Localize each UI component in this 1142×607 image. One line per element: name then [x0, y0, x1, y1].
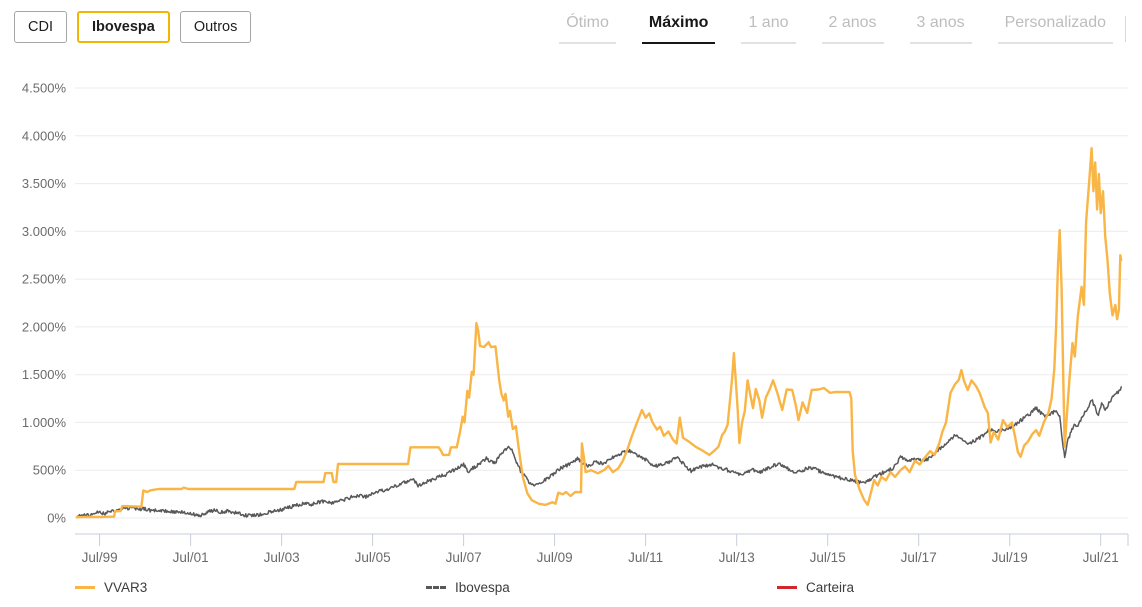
legend-label: Carteira [806, 580, 855, 595]
x-axis-label: Jul/03 [264, 550, 300, 565]
y-axis-label: 4.500% [22, 81, 67, 96]
performance-line-chart[interactable]: 0% 500% 1.000% 1.500% 2.000% 2.500% 3.000% 3.50… [0, 58, 1142, 570]
toolbar: CDI Ibovespa Outros Ótimo Máximo 1 ano 2 anos… [0, 0, 1142, 46]
x-axis-label: Jul/01 [173, 550, 209, 565]
tab-máximo[interactable]: Máximo [641, 14, 716, 44]
tab-overflow-divider [1125, 16, 1126, 42]
x-axis-label: Jul/05 [355, 550, 391, 565]
legend-label: VVAR3 [104, 580, 148, 595]
x-axis-label: Jul/07 [446, 550, 482, 565]
period-tabs: Ótimo Máximo 1 ano 2 anos 3 anos Personalizad… [559, 14, 1128, 44]
y-axis-label: 0% [47, 511, 66, 526]
legend-swatch-vvar3 [75, 586, 95, 589]
y-axis-label: 1.500% [22, 367, 67, 382]
y-axis-label: 2.500% [22, 272, 67, 287]
x-axis-label: Jul/15 [810, 550, 846, 565]
x-axis-label: Jul/09 [537, 550, 573, 565]
series-line-vvar3 [75, 147, 1123, 519]
x-axis-label: Jul/17 [901, 550, 937, 565]
x-axis-label: Jul/19 [992, 550, 1028, 565]
legend-item-carteira[interactable]: Carteira [777, 580, 1128, 595]
benchmark-button-ibovespa[interactable]: Ibovespa [76, 11, 170, 43]
y-axis-label: 2.000% [22, 319, 67, 334]
benchmark-buttons: CDI Ibovespa Outros [14, 11, 252, 43]
legend-item-vvar3[interactable]: VVAR3 [75, 580, 426, 595]
series-line-ibovespa [76, 386, 1122, 519]
y-axis-label: 4.000% [22, 128, 67, 143]
legend-label: Ibovespa [455, 580, 510, 595]
legend-swatch-ibovespa [426, 586, 446, 589]
benchmark-button-cdi[interactable]: CDI [14, 11, 67, 43]
tab-2-anos[interactable]: 2 anos [821, 14, 884, 44]
chart-legend: VVAR3 Ibovespa Carteira [75, 580, 1128, 595]
y-axis-label: 3.000% [22, 224, 67, 239]
legend-swatch-carteira [777, 586, 797, 589]
chart-area: 0% 500% 1.000% 1.500% 2.000% 2.500% 3.000% 3.50… [0, 58, 1142, 570]
tab-3-anos[interactable]: 3 anos [909, 14, 972, 44]
legend-item-ibovespa[interactable]: Ibovespa [426, 580, 777, 595]
tab-1-ano[interactable]: 1 ano [741, 14, 796, 44]
x-axis-label: Jul/21 [1083, 550, 1119, 565]
tab-ótimo[interactable]: Ótimo [559, 14, 616, 44]
x-axis-label: Jul/99 [82, 550, 118, 565]
y-axis-label: 3.500% [22, 176, 67, 191]
x-axis-label: Jul/11 [628, 550, 663, 565]
y-axis-label: 500% [33, 463, 67, 478]
tab-personalizado[interactable]: Personalizado [997, 14, 1113, 44]
benchmark-button-outros[interactable]: Outros [179, 11, 252, 43]
x-axis-label: Jul/13 [719, 550, 755, 565]
y-axis-label: 1.000% [22, 415, 67, 430]
